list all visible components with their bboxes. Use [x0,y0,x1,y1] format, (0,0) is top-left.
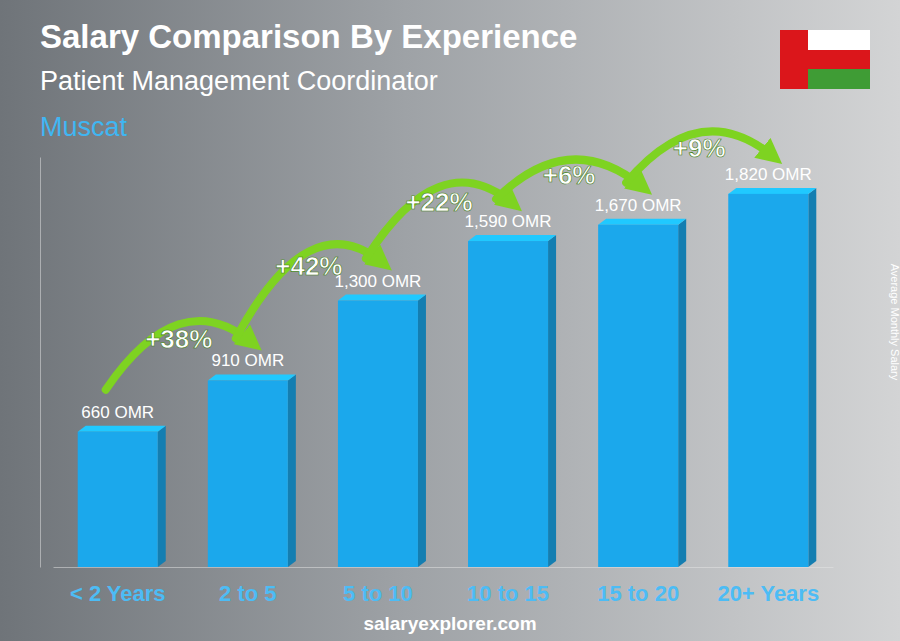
bar [338,301,418,568]
bar-side [288,374,296,567]
growth-arrow [626,131,772,182]
bar-side [158,426,166,567]
flag [780,30,870,89]
bar-top [338,295,426,301]
x-tick-label: 20+ Years [717,581,819,606]
bars [78,188,817,567]
data-label: 1,590 OMR [465,212,552,231]
bar-top [468,235,556,241]
growth-label: +6% [543,160,596,190]
background [0,0,900,641]
growth-label: +9% [673,133,726,163]
x-tick-label: 10 to 15 [467,581,549,606]
chart-svg: Salary Comparison By Experience Patient M… [0,0,900,641]
data-label: 1,670 OMR [595,196,682,215]
flag-part [780,30,808,89]
source: salaryexplorer.com [363,613,536,634]
data-label: 1,820 OMR [725,165,812,184]
data-label: 1,300 OMR [334,272,421,291]
bar-top [208,374,296,380]
growth-label: +22% [405,187,472,217]
growth-arrow [236,244,382,338]
location: Muscat [40,112,128,142]
x-tick: 2 to 5 [219,567,276,606]
bar-top [78,426,166,432]
data-label: 660 OMR [81,403,154,422]
x-tick-label: 5 to 10 [343,581,413,606]
bar-top [598,219,686,225]
growth-label: +42% [275,251,342,281]
x-tick: 10 to 15 [467,567,549,606]
bar [208,380,288,567]
bar-top [728,188,816,194]
bar [598,225,678,567]
y-axis [40,158,41,568]
x-axis: < 2 Years 2 to 5 5 to 10 10 to 15 15 to 20 20… [54,567,834,606]
growth-arrow [496,159,642,199]
x-tick-label: < 2 Years [70,581,166,606]
bar [78,432,158,567]
bar-side [808,188,816,567]
bar [728,194,808,567]
x-tick: 20+ Years [717,567,819,606]
growth-arrow [366,183,512,259]
x-tick: < 2 Years [70,567,166,606]
bar-side [678,219,686,567]
x-axis-line [54,567,834,568]
y-axis-line [40,158,41,568]
x-tick: 15 to 20 [597,567,679,606]
bar [468,241,548,567]
bar-side [548,235,556,567]
y-label: Average Monthly Salary [889,264,900,381]
growth-arrow [106,321,252,390]
x-tick: 5 to 10 [343,567,413,606]
x-tick-label: 15 to 20 [597,581,679,606]
bar-side [418,295,426,568]
title: Salary Comparison By Experience [40,18,577,55]
subtitle: Patient Management Coordinator [40,66,438,96]
x-tick-label: 2 to 5 [219,581,276,606]
growth-label: +38% [145,324,212,354]
data-label: 910 OMR [211,351,284,370]
